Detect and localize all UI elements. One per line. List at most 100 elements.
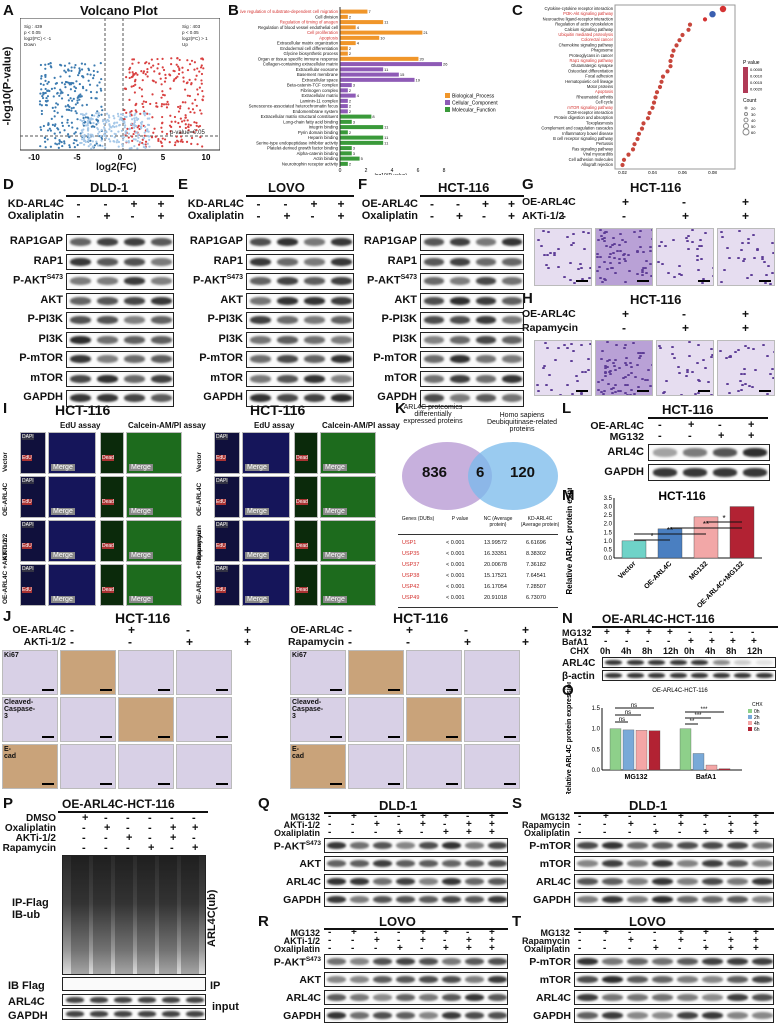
ns-point	[84, 124, 88, 127]
assay-edu: EdU assay	[60, 421, 101, 430]
go-term: Extracellular exosome	[296, 67, 339, 72]
cell-stain	[648, 246, 652, 249]
ihc-image	[348, 697, 404, 742]
ns-point	[130, 146, 133, 150]
up-point	[140, 70, 143, 73]
down-point	[87, 79, 90, 82]
up-point	[184, 101, 187, 104]
cell-stain	[546, 254, 550, 257]
down-point	[83, 63, 87, 66]
down-point	[55, 102, 58, 105]
go-bar	[340, 25, 356, 30]
kegg-pathway: Focal adhesion	[585, 74, 613, 79]
condition-mark: -	[76, 197, 81, 211]
cell-stain	[614, 368, 618, 371]
pvalue-legend-title: P value	[743, 60, 760, 66]
up-point	[157, 138, 160, 141]
down-point	[99, 62, 102, 65]
go-bar	[340, 62, 442, 67]
condition-mark: -	[104, 832, 108, 844]
down-point	[50, 117, 53, 120]
edu-merge: Merge	[242, 520, 290, 562]
up-point	[142, 105, 145, 109]
protein-band	[70, 316, 91, 325]
ns-point	[143, 131, 146, 134]
blot-row-label: P-AKTS473	[273, 840, 321, 853]
cell-stain	[606, 359, 610, 362]
blot-row-label: AKT	[220, 293, 243, 306]
down-point	[46, 82, 49, 85]
condition-label: MG132	[540, 812, 570, 822]
condition-label: OE-ARL4C	[290, 624, 344, 636]
up-point	[176, 57, 179, 60]
y-tick: 3.0	[604, 505, 613, 511]
blot-band-strip	[324, 874, 508, 889]
up-point	[132, 84, 135, 88]
venn-left-label: ARL4C proteomics differentially expresse…	[403, 404, 463, 425]
title-underline	[420, 195, 524, 197]
table-cell: 16.33351	[484, 551, 507, 557]
condition-mark: -	[667, 636, 671, 647]
scale-bar	[388, 783, 400, 785]
protein-band	[419, 877, 438, 886]
cell-stain	[709, 356, 713, 359]
kegg-pathway: Colorectal cancer	[581, 37, 613, 42]
scale-bar	[330, 689, 342, 691]
down-point	[80, 68, 84, 71]
ns-point	[133, 121, 136, 124]
cell-stain	[597, 239, 600, 242]
cell-stain	[771, 271, 774, 274]
ns-point	[132, 122, 136, 125]
protein-band	[605, 659, 622, 665]
up-point	[156, 57, 159, 61]
condition-mark: +	[688, 636, 694, 647]
protein-band	[66, 1011, 84, 1017]
condition-label: MG132	[562, 628, 592, 638]
down-point	[54, 137, 57, 140]
ns-point	[79, 118, 82, 122]
kegg-pathway: ECM-receptor interaction	[567, 110, 613, 115]
cell-stain	[686, 370, 690, 373]
condition-mark: -	[625, 636, 629, 647]
protein-band	[162, 997, 180, 1003]
blot-band-strip	[246, 253, 354, 270]
condition-mark: -	[310, 209, 315, 223]
cell-stain	[565, 347, 569, 350]
legend-left-line: log2(FC) < -1	[24, 36, 52, 41]
bar	[621, 540, 647, 559]
ns-point	[113, 136, 116, 139]
go-value: 11	[384, 135, 389, 140]
cell-stain	[677, 372, 681, 375]
count-circle	[743, 117, 749, 123]
edu-tag: EdU	[22, 543, 32, 549]
ns-point	[87, 134, 90, 137]
cell-stain	[598, 229, 602, 232]
blot-row-label: mTOR	[384, 371, 417, 384]
blot-band-strip	[602, 657, 776, 668]
legend-swatch	[748, 721, 752, 725]
kegg-xtick: 0.02	[618, 170, 627, 175]
row-label: OE-ARL4C +Rapamycin	[196, 530, 203, 604]
down-point	[92, 69, 95, 73]
stain-label: Cleaved-Caspase-3	[292, 699, 324, 720]
go-xtick: 4	[391, 168, 394, 174]
blot-row-label: P-AKTS473	[13, 274, 63, 287]
y-tick: 1.0	[604, 539, 613, 545]
cell-stain	[605, 267, 609, 270]
go-value: 10	[380, 35, 385, 40]
condition-mark: +	[443, 927, 449, 938]
kegg-pathway: Proteoglycans in cancer	[569, 53, 613, 58]
bar	[679, 728, 692, 771]
group-label: BafA1	[696, 774, 716, 781]
chx-timepoint: 12h	[663, 646, 679, 656]
panel-label-m: M	[562, 487, 575, 504]
ns-point	[113, 132, 116, 135]
protein-band	[70, 374, 91, 383]
cell-stain	[746, 238, 750, 241]
cell-stain	[541, 367, 545, 370]
ns-point	[133, 114, 136, 117]
down-point	[84, 116, 87, 119]
condition-mark: +	[283, 209, 291, 223]
up-point	[169, 114, 172, 117]
scale-bar	[504, 783, 516, 785]
